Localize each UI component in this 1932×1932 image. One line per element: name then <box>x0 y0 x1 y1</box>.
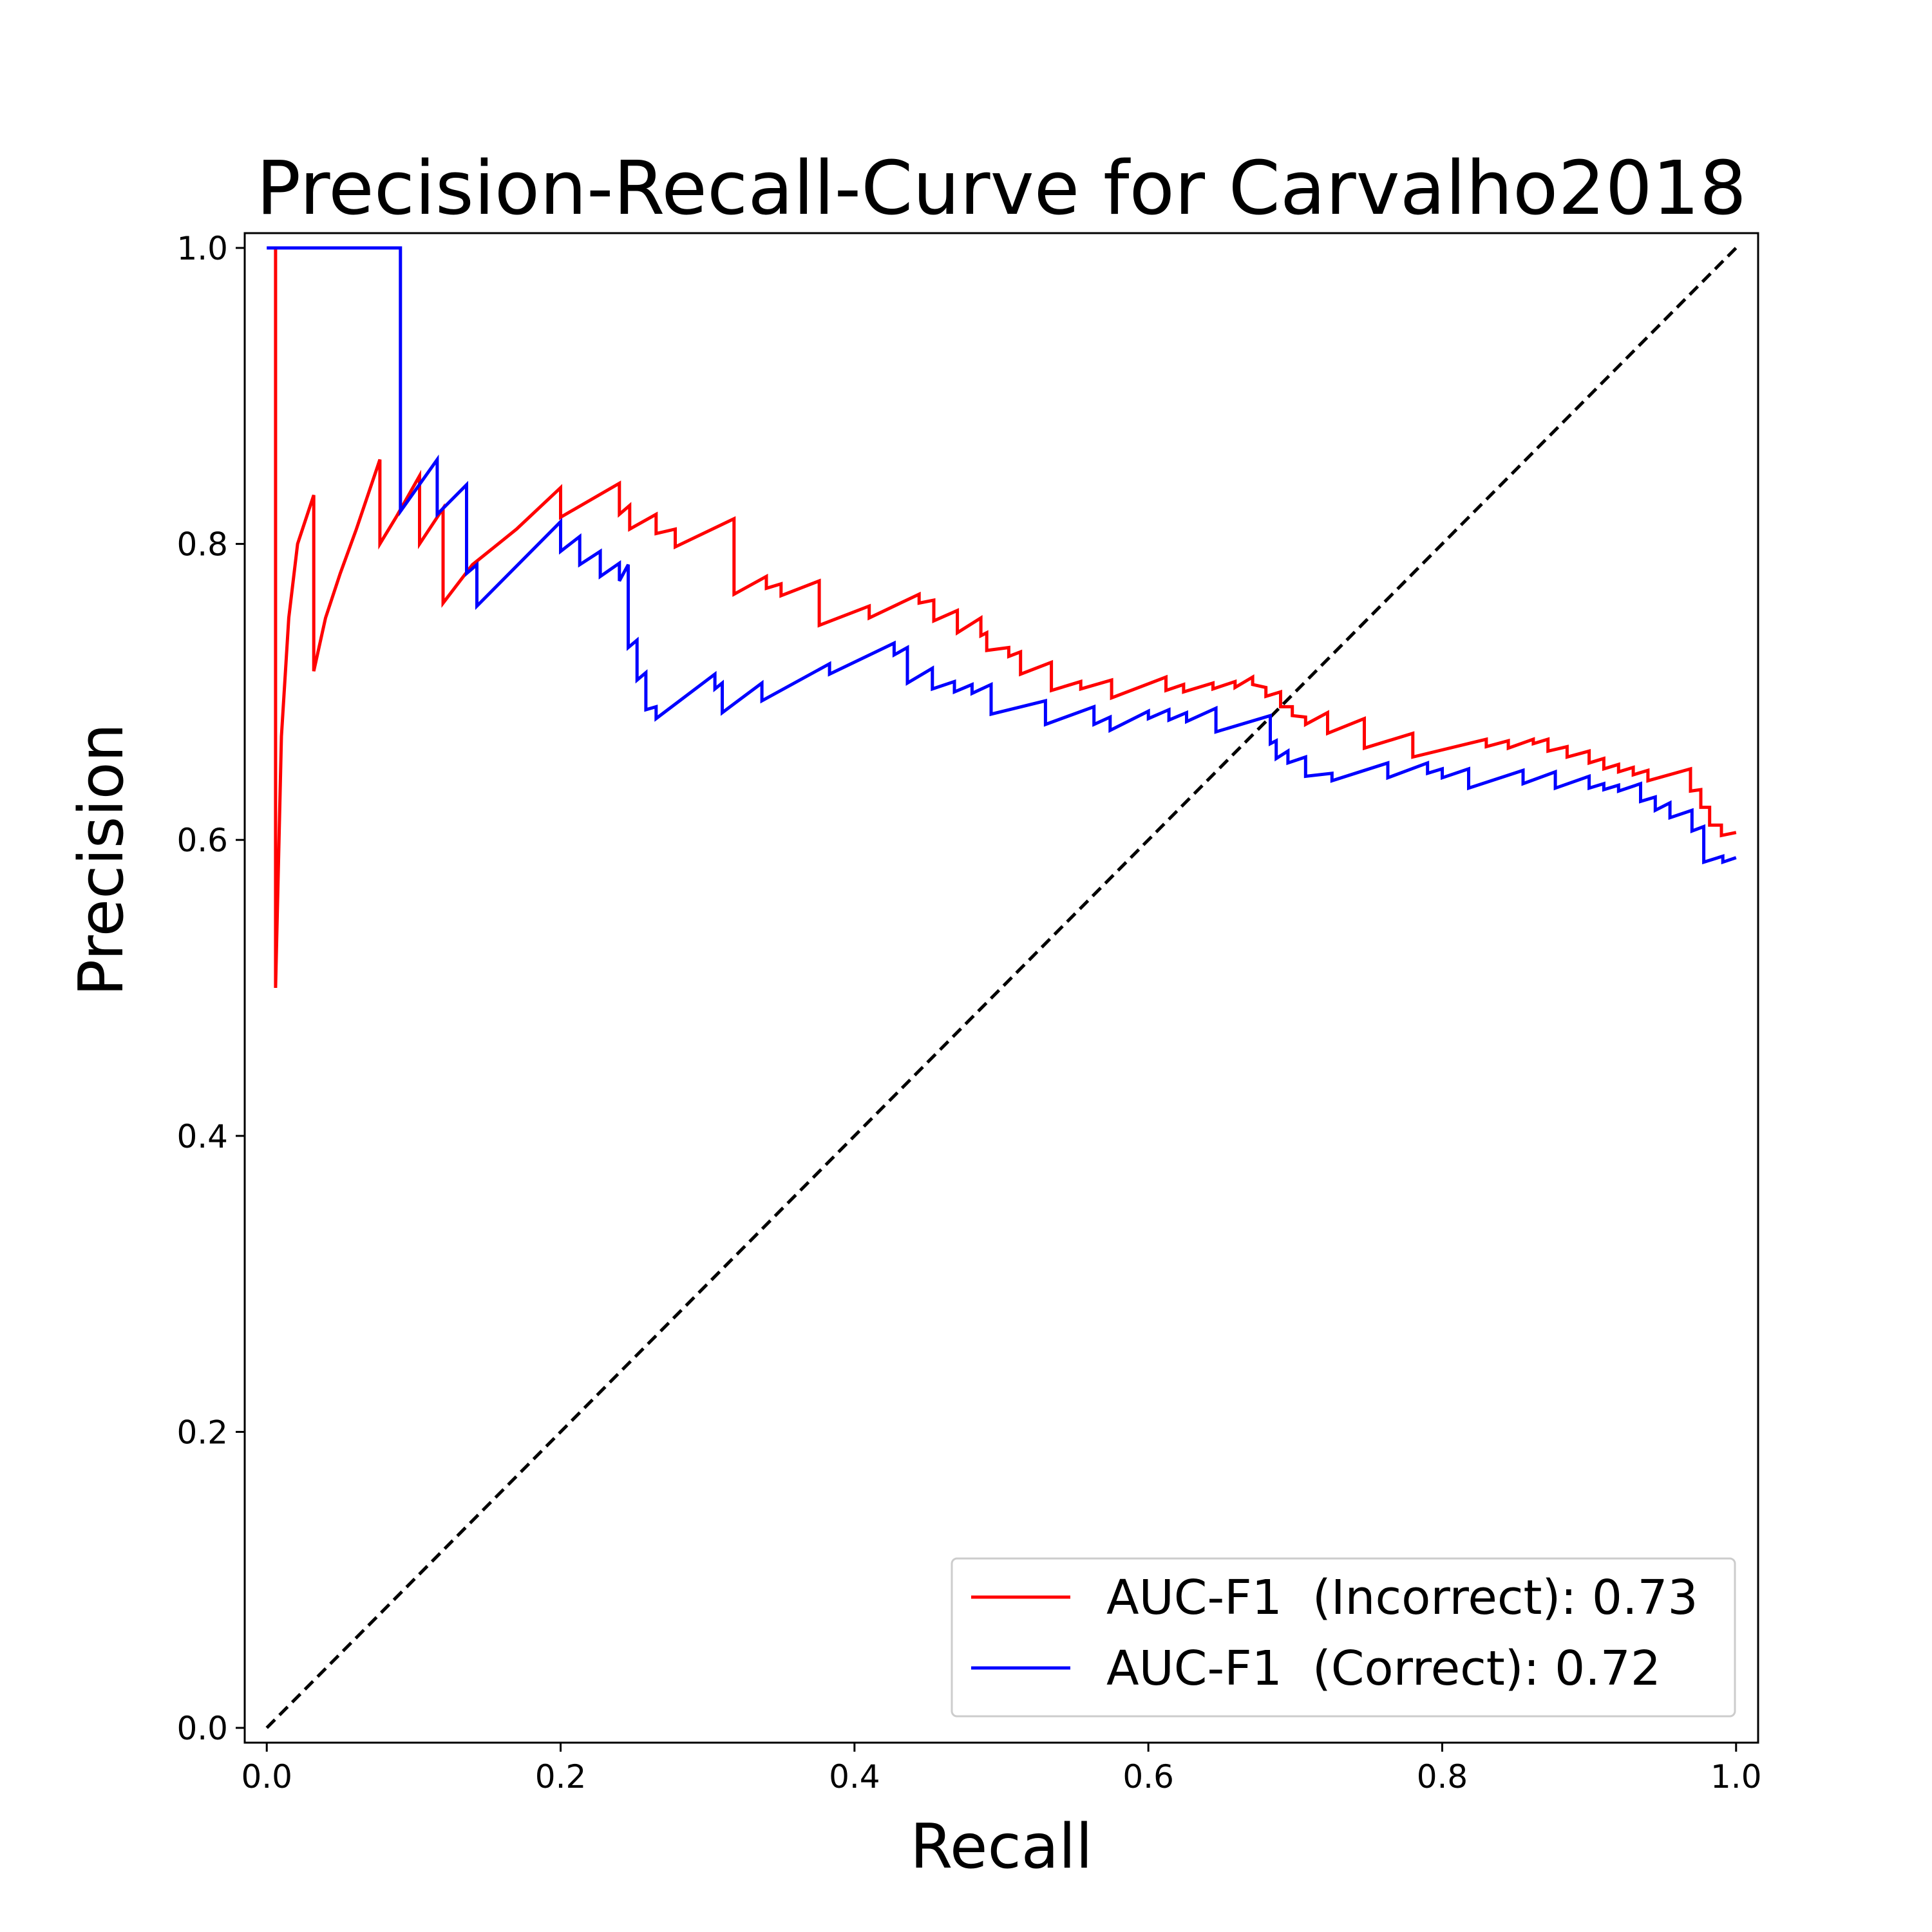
chart-title: Precision-Recall-Curve for Carvalho2018 <box>256 146 1747 232</box>
y-tick-label: 0.6 <box>176 822 228 859</box>
legend-label-correct: AUC-F1 (Correct): 0.72 <box>1106 1641 1661 1696</box>
y-tick-label: 0.8 <box>176 526 228 564</box>
y-tick-label: 1.0 <box>176 230 228 267</box>
y-tick-label: 0.0 <box>176 1710 228 1747</box>
x-tick-label: 0.4 <box>829 1758 880 1795</box>
x-tick-label: 1.0 <box>1710 1758 1762 1795</box>
x-tick-label: 0.6 <box>1122 1758 1174 1795</box>
plot-area: 0.0 0.2 0.4 0.6 0.8 1.0 0.0 0.2 0.4 0.6 0.8 1.0 <box>176 230 1761 1795</box>
plot-frame <box>243 232 1759 1744</box>
y-axis-label: Precision <box>66 723 137 996</box>
diagonal-reference-line <box>265 247 1738 1729</box>
y-tick-label: 0.4 <box>176 1118 228 1155</box>
x-tick-label: 0.2 <box>535 1758 587 1795</box>
x-axis-label: Recall <box>910 1812 1092 1882</box>
legend-frame <box>951 1557 1736 1718</box>
series-line-correct <box>267 246 1737 865</box>
legend-label-incorrect: AUC-F1 (Incorrect): 0.73 <box>1106 1570 1698 1625</box>
y-tick-label: 0.2 <box>176 1414 228 1451</box>
x-tick-label: 0.0 <box>241 1758 292 1795</box>
legend: AUC-F1 (Incorrect): 0.73 AUC-F1 (Correct… <box>951 1557 1736 1718</box>
x-tick-label: 0.8 <box>1417 1758 1468 1795</box>
series-line-incorrect <box>274 248 1737 989</box>
